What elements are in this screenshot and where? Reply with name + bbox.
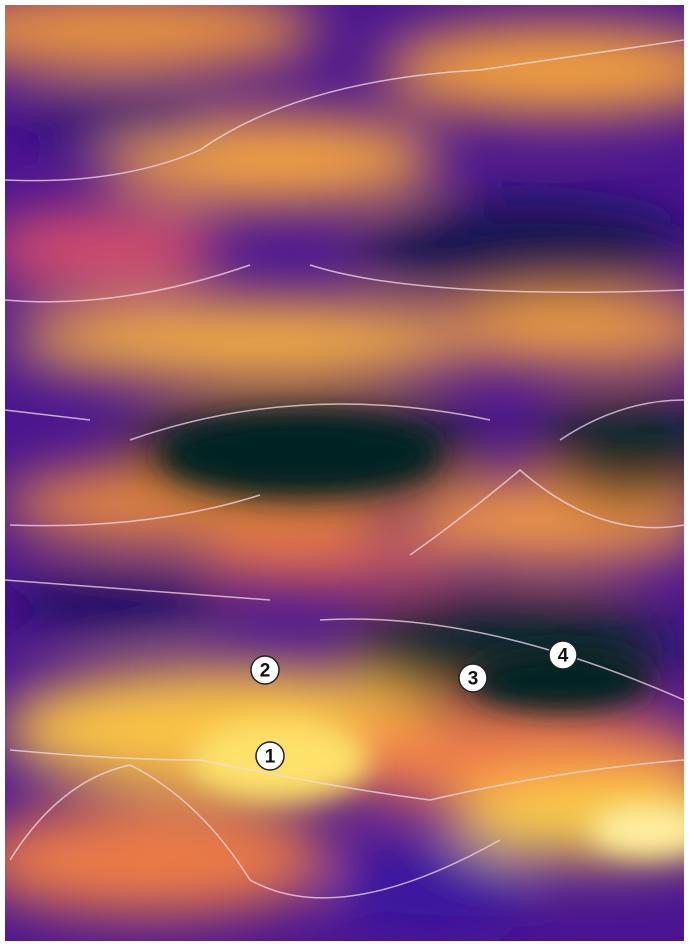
marker-label: 2: [260, 661, 271, 682]
marker: 2: [251, 656, 279, 684]
marker-label: 4: [558, 646, 569, 667]
marker: 4: [549, 641, 577, 669]
marker-label: 3: [468, 669, 479, 690]
marker: 1: [256, 742, 284, 770]
marker: 3: [459, 664, 487, 692]
marker-label: 1: [265, 747, 276, 768]
heat-map: [0, 0, 689, 946]
thermal-image: 1 2 3 4: [0, 0, 689, 946]
